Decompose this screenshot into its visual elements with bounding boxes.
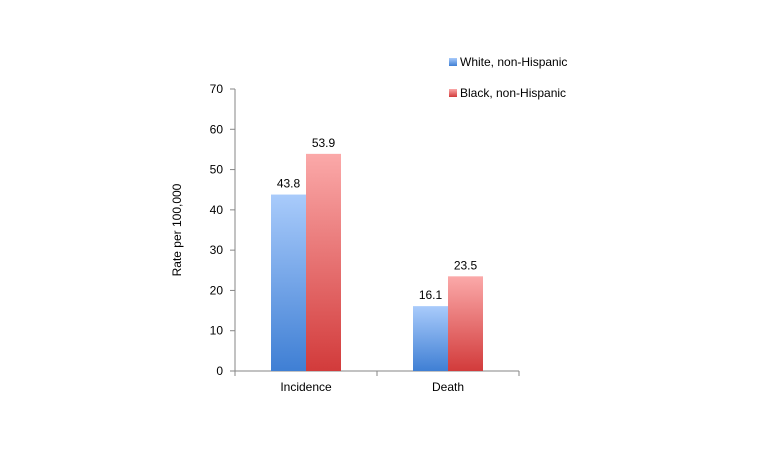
y-tick-label: 0 (216, 364, 223, 378)
legend-label: White, non-Hispanic (460, 55, 567, 69)
data-labels: 43.8 53.9 16.1 23.5 (277, 136, 478, 302)
data-label: 43.8 (277, 177, 301, 191)
bar-black-incidence (306, 153, 341, 371)
y-tick-label: 50 (210, 163, 224, 177)
data-label: 23.5 (454, 258, 478, 272)
legend-swatch (449, 58, 457, 66)
axes: 0 10 20 30 40 50 60 70 Incidence Death Rate per 10… (170, 82, 520, 394)
y-tick-label: 10 (210, 324, 224, 338)
y-tick-label: 40 (210, 203, 224, 217)
y-tick-label: 60 (210, 122, 224, 136)
bars (271, 153, 483, 371)
bar-white-incidence (271, 194, 306, 371)
y-tick-label: 20 (210, 283, 224, 297)
legend-swatch (449, 89, 457, 97)
y-tick-label: 70 (210, 82, 224, 96)
data-label: 16.1 (419, 288, 443, 302)
x-category-label: Death (432, 380, 464, 394)
legend-label: Black, non-Hispanic (460, 86, 566, 100)
x-category-label: Incidence (280, 380, 332, 394)
legend: White, non-Hispanic Black, non-Hispanic (449, 55, 567, 100)
bar-white-death (413, 306, 448, 371)
data-label: 53.9 (312, 136, 336, 150)
y-tick-label: 30 (210, 243, 224, 257)
bar-black-death (448, 276, 483, 371)
y-axis-title: Rate per 100,000 (170, 183, 184, 276)
